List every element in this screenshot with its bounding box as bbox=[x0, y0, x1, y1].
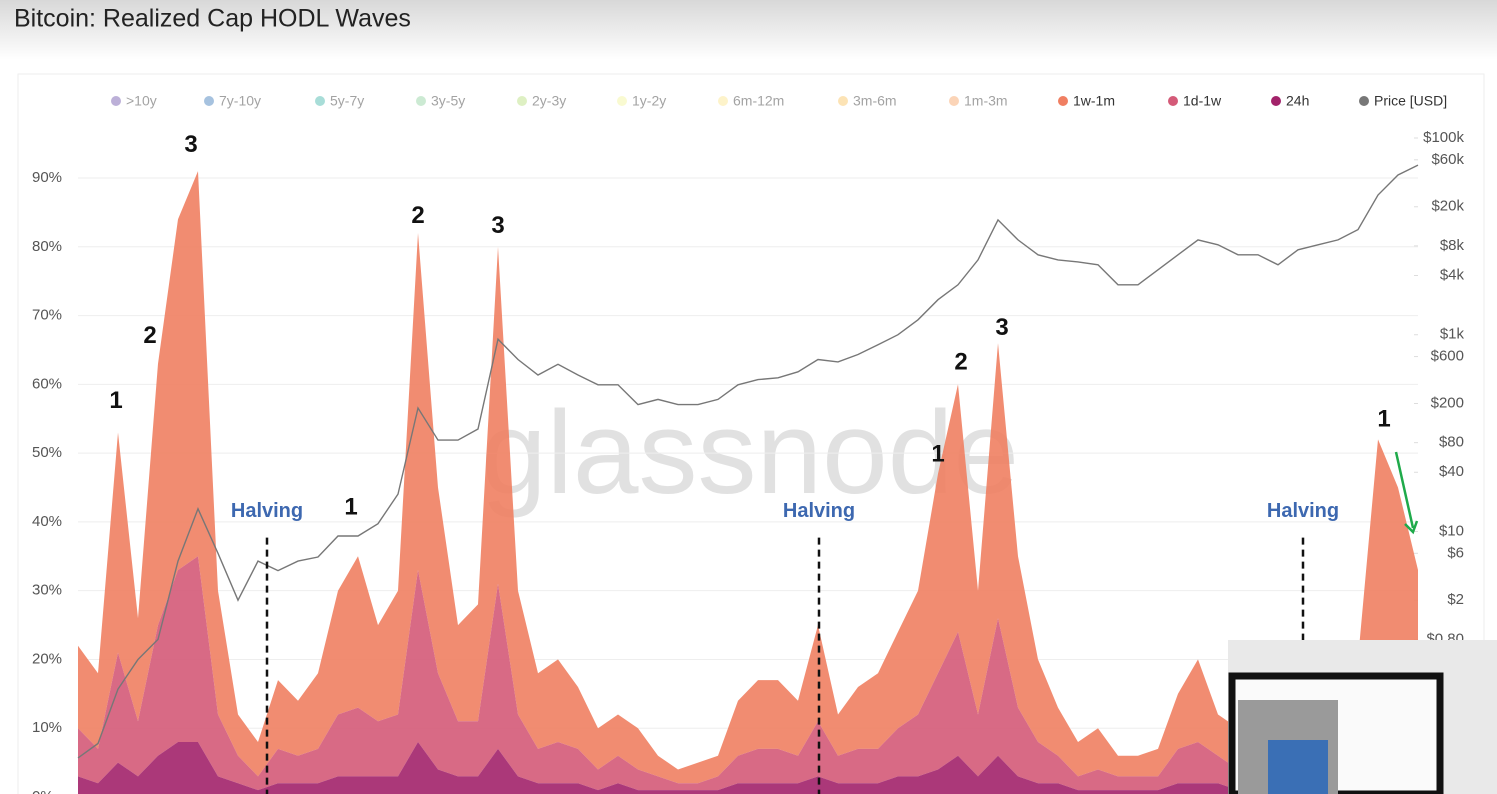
annotation: 1 bbox=[931, 441, 944, 468]
annotation: 3 bbox=[995, 314, 1008, 341]
area-band bbox=[78, 556, 1418, 791]
y-tick-label: 10% bbox=[32, 719, 62, 736]
legend-label[interactable]: 7y-10y bbox=[219, 93, 261, 109]
legend-label[interactable]: 3y-5y bbox=[431, 93, 465, 109]
annotation: 1 bbox=[1377, 405, 1390, 432]
y2-tick-label: $6 bbox=[1447, 544, 1464, 561]
y2-tick-label: $600 bbox=[1431, 348, 1464, 365]
plot-layer: 0% 10% 20% 30% 40% 50% 60% 70% 80% 90% $100k $60k $2… bbox=[32, 129, 1464, 794]
legend-dot bbox=[1168, 96, 1178, 106]
y2-tick-label: $4k bbox=[1440, 266, 1465, 283]
y-tick-label: 60% bbox=[32, 375, 62, 392]
top-shade bbox=[0, 0, 1497, 60]
annotation: Halving bbox=[1267, 500, 1339, 522]
y-tick-label: 40% bbox=[32, 513, 62, 530]
y-tick-label: 0% bbox=[32, 788, 54, 794]
legend-label[interactable]: 24h bbox=[1286, 93, 1309, 109]
legend-label[interactable]: 2y-3y bbox=[532, 93, 566, 109]
legend-dot bbox=[517, 96, 527, 106]
legend-label[interactable]: Price [USD] bbox=[1374, 93, 1447, 109]
y2-tick-label: $2 bbox=[1447, 591, 1464, 608]
trend-arrow bbox=[1394, 451, 1419, 535]
annotation: Halving bbox=[231, 500, 303, 522]
legend-dot bbox=[1058, 96, 1068, 106]
webcam-overlay bbox=[1228, 640, 1497, 794]
legend-dot bbox=[1359, 96, 1369, 106]
y2-tick-label: $8k bbox=[1440, 237, 1465, 254]
y-tick-label: 20% bbox=[32, 650, 62, 667]
legend-dot bbox=[204, 96, 214, 106]
price-line bbox=[77, 164, 1419, 759]
y2-tick-label: $200 bbox=[1431, 394, 1464, 411]
y-tick-label: 80% bbox=[32, 238, 62, 255]
y2-tick-label: $1k bbox=[1440, 326, 1465, 343]
legend-label[interactable]: 3m-6m bbox=[853, 93, 897, 109]
annotation: 1 bbox=[344, 493, 357, 520]
legend-dot bbox=[617, 96, 627, 106]
area-band bbox=[78, 742, 1418, 794]
annotation: 2 bbox=[954, 348, 967, 375]
legend: >10y 7y-10y 5y-7y 3y-5y 2y-3y 1y-2y 6m-12m 3m-6… bbox=[111, 93, 1447, 109]
annotation: 2 bbox=[143, 322, 156, 349]
legend-label[interactable]: 1y-2y bbox=[632, 93, 666, 109]
legend-dot bbox=[416, 96, 426, 106]
annotation: 3 bbox=[491, 212, 504, 239]
legend-dot bbox=[111, 96, 121, 106]
webcam-detail bbox=[1268, 740, 1328, 794]
legend-dot bbox=[315, 96, 325, 106]
y-tick-label: 70% bbox=[32, 307, 62, 324]
y2-tick-label: $20k bbox=[1431, 198, 1464, 215]
y2-tick-label: $100k bbox=[1423, 129, 1464, 146]
legend-label[interactable]: 1w-1m bbox=[1073, 93, 1115, 109]
annotation: 1 bbox=[109, 387, 122, 414]
legend-dot bbox=[949, 96, 959, 106]
legend-dot bbox=[1271, 96, 1281, 106]
y2-tick-label: $80 bbox=[1439, 434, 1464, 451]
annotation: Halving bbox=[783, 500, 855, 522]
legend-dot bbox=[838, 96, 848, 106]
y2-tick-label: $10 bbox=[1439, 522, 1464, 539]
chart-title: Bitcoin: Realized Cap HODL Waves bbox=[14, 5, 411, 33]
legend-label[interactable]: 5y-7y bbox=[330, 93, 364, 109]
annotation: 3 bbox=[184, 131, 197, 158]
legend-label[interactable]: 6m-12m bbox=[733, 93, 784, 109]
legend-dot bbox=[718, 96, 728, 106]
legend-label[interactable]: 1m-3m bbox=[964, 93, 1008, 109]
y-tick-label: 90% bbox=[32, 169, 62, 186]
y2-tick-label: $40 bbox=[1439, 463, 1464, 480]
y-tick-label: 50% bbox=[32, 444, 62, 461]
y-tick-label: 30% bbox=[32, 582, 62, 599]
legend-label[interactable]: >10y bbox=[126, 93, 157, 109]
y2-tick-label: $60k bbox=[1431, 151, 1464, 168]
annotation: 2 bbox=[411, 202, 424, 229]
legend-label[interactable]: 1d-1w bbox=[1183, 93, 1222, 109]
area-band bbox=[78, 171, 1418, 784]
